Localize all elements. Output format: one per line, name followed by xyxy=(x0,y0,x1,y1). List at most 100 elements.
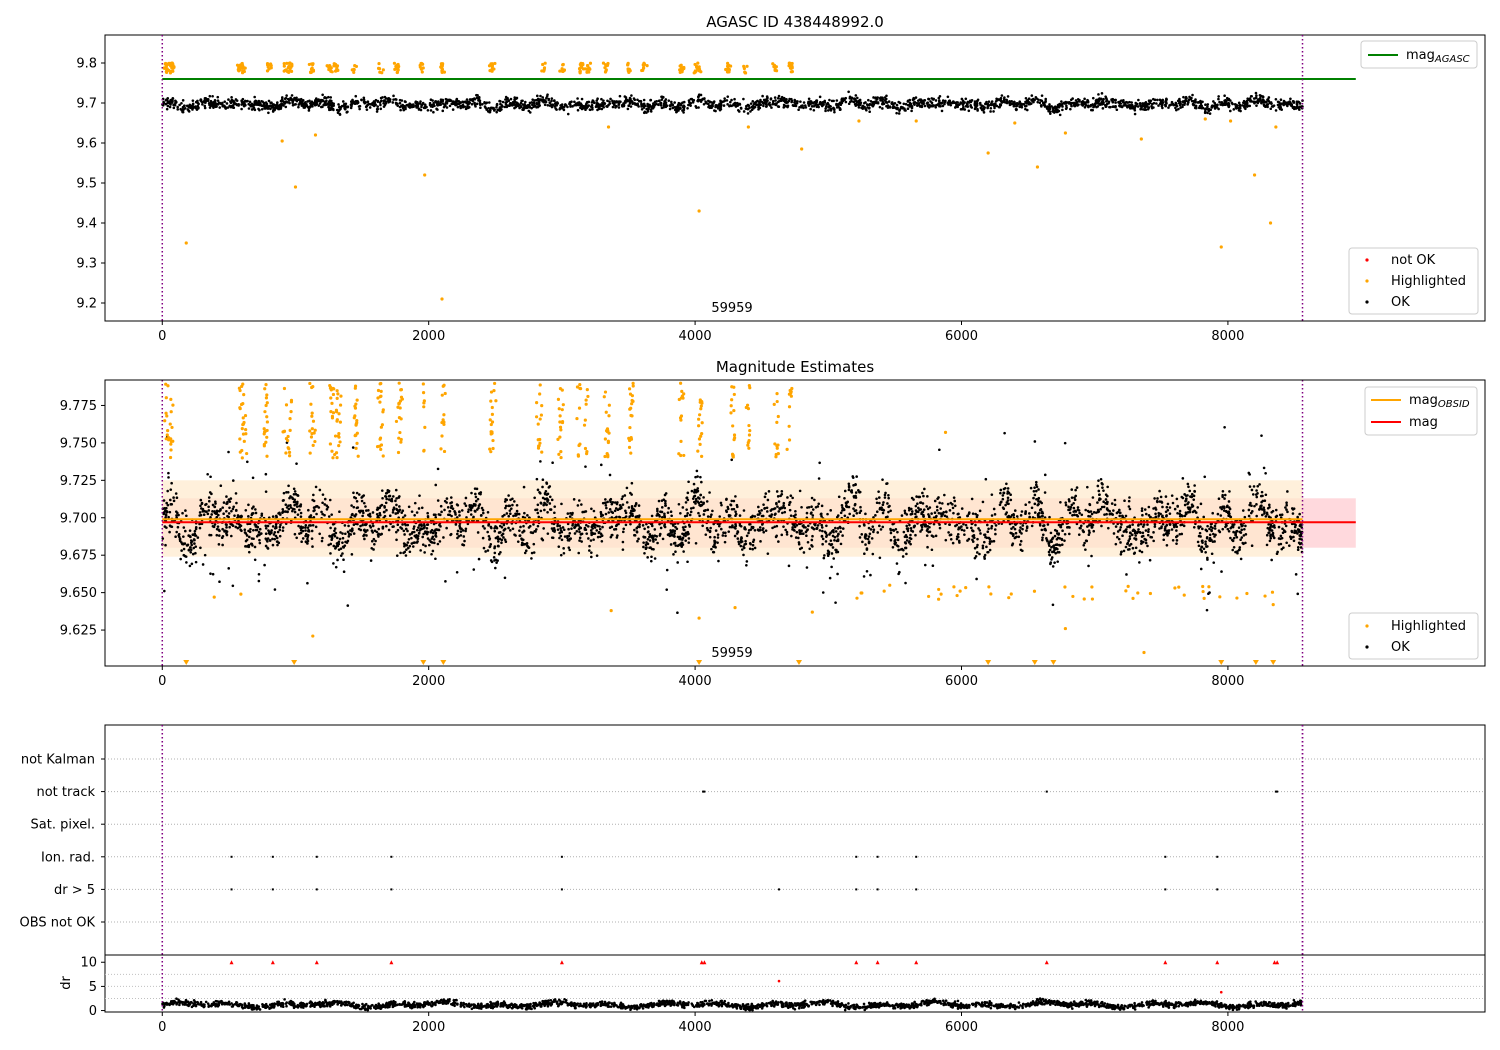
ok-point xyxy=(483,100,486,104)
ok-point xyxy=(699,93,703,97)
highlighted-point xyxy=(289,62,294,66)
ok-point xyxy=(993,528,997,531)
ok-point xyxy=(818,101,822,105)
highlighted-point xyxy=(392,61,397,65)
ok-point xyxy=(1084,548,1087,551)
ok-point xyxy=(764,529,768,532)
ok-point xyxy=(943,493,946,497)
ok-point xyxy=(686,491,690,495)
ok-point xyxy=(903,108,907,112)
ok-point xyxy=(317,99,321,103)
ok-point xyxy=(761,94,764,98)
ok-point xyxy=(485,101,489,104)
ok-point xyxy=(282,104,285,107)
ok-point xyxy=(782,103,786,107)
ok-point xyxy=(230,534,233,538)
ok-point xyxy=(602,104,605,107)
ok-point xyxy=(609,97,612,101)
ok-point xyxy=(796,100,799,103)
ok-point xyxy=(642,541,645,544)
ok-point xyxy=(165,99,169,102)
ok-point xyxy=(293,510,297,514)
ok-point xyxy=(264,472,268,476)
ok-point xyxy=(191,108,194,111)
ok-point xyxy=(337,103,340,106)
ok-point xyxy=(646,102,649,106)
ok-point xyxy=(883,98,887,102)
ok-point xyxy=(1282,99,1286,103)
ok-point xyxy=(771,101,775,105)
plot-frame-agasc xyxy=(104,34,1486,322)
ok-point xyxy=(514,103,517,106)
ok-point xyxy=(1142,523,1146,526)
ok-point xyxy=(978,552,981,556)
ok-point xyxy=(973,546,977,550)
ok-point xyxy=(885,94,888,98)
ok-point xyxy=(1087,564,1090,568)
ok-point xyxy=(456,99,459,103)
ok-point xyxy=(822,556,826,560)
ok-point xyxy=(805,511,809,515)
ok-point xyxy=(1184,511,1188,515)
ok-point xyxy=(1013,102,1016,106)
ok-point xyxy=(730,499,734,503)
ok-point xyxy=(612,103,616,107)
ok-point xyxy=(331,107,335,111)
ok-point xyxy=(684,501,688,504)
ok-point xyxy=(344,532,347,536)
ok-point xyxy=(576,101,580,105)
ok-point xyxy=(481,102,484,106)
ok-point xyxy=(687,523,691,527)
ok-point xyxy=(387,528,391,532)
ok-point xyxy=(584,103,588,106)
ok-point xyxy=(785,533,789,536)
legend-label: mag xyxy=(1406,48,1435,63)
ok-point xyxy=(613,509,617,513)
ok-point xyxy=(207,499,211,503)
ok-point xyxy=(933,511,937,514)
ok-point xyxy=(1295,102,1299,106)
ok-point xyxy=(430,103,434,107)
ok-point xyxy=(271,103,275,106)
ok-point xyxy=(619,100,622,103)
ok-point xyxy=(1072,506,1076,510)
ok-point xyxy=(281,510,285,514)
highlighted-point xyxy=(240,71,245,75)
ok-point xyxy=(499,102,502,106)
ok-point xyxy=(1119,99,1123,102)
ok-point xyxy=(949,103,953,107)
ok-point xyxy=(213,101,216,105)
ok-point xyxy=(843,514,847,518)
ok-point xyxy=(382,105,386,108)
ok-point xyxy=(244,508,248,512)
ok-point xyxy=(910,529,913,532)
ok-point xyxy=(1049,531,1053,535)
ok-point xyxy=(1262,99,1265,102)
ok-point xyxy=(631,102,634,106)
ok-point xyxy=(718,102,721,106)
ok-point xyxy=(1223,103,1227,106)
highlighted-point xyxy=(163,62,167,66)
ok-point xyxy=(858,524,861,528)
ok-point xyxy=(1167,106,1170,109)
ok-point xyxy=(1026,99,1030,102)
highlighted-point xyxy=(726,64,730,68)
ok-point xyxy=(1290,530,1294,534)
ok-point xyxy=(1291,99,1295,103)
ok-point xyxy=(567,546,571,549)
ok-point xyxy=(295,505,299,508)
ok-point xyxy=(165,501,168,505)
ok-point xyxy=(682,111,685,114)
ok-point xyxy=(536,488,540,492)
ok-point xyxy=(288,101,291,105)
ok-point xyxy=(578,103,582,106)
ok-point xyxy=(824,109,827,113)
ok-point xyxy=(1080,100,1083,104)
ok-point xyxy=(511,100,515,104)
ok-point xyxy=(1190,495,1194,499)
highlighted-point xyxy=(645,64,649,68)
ok-point xyxy=(906,100,910,103)
ok-point xyxy=(1069,101,1072,105)
ok-point xyxy=(527,109,531,113)
ok-point xyxy=(1123,499,1126,503)
